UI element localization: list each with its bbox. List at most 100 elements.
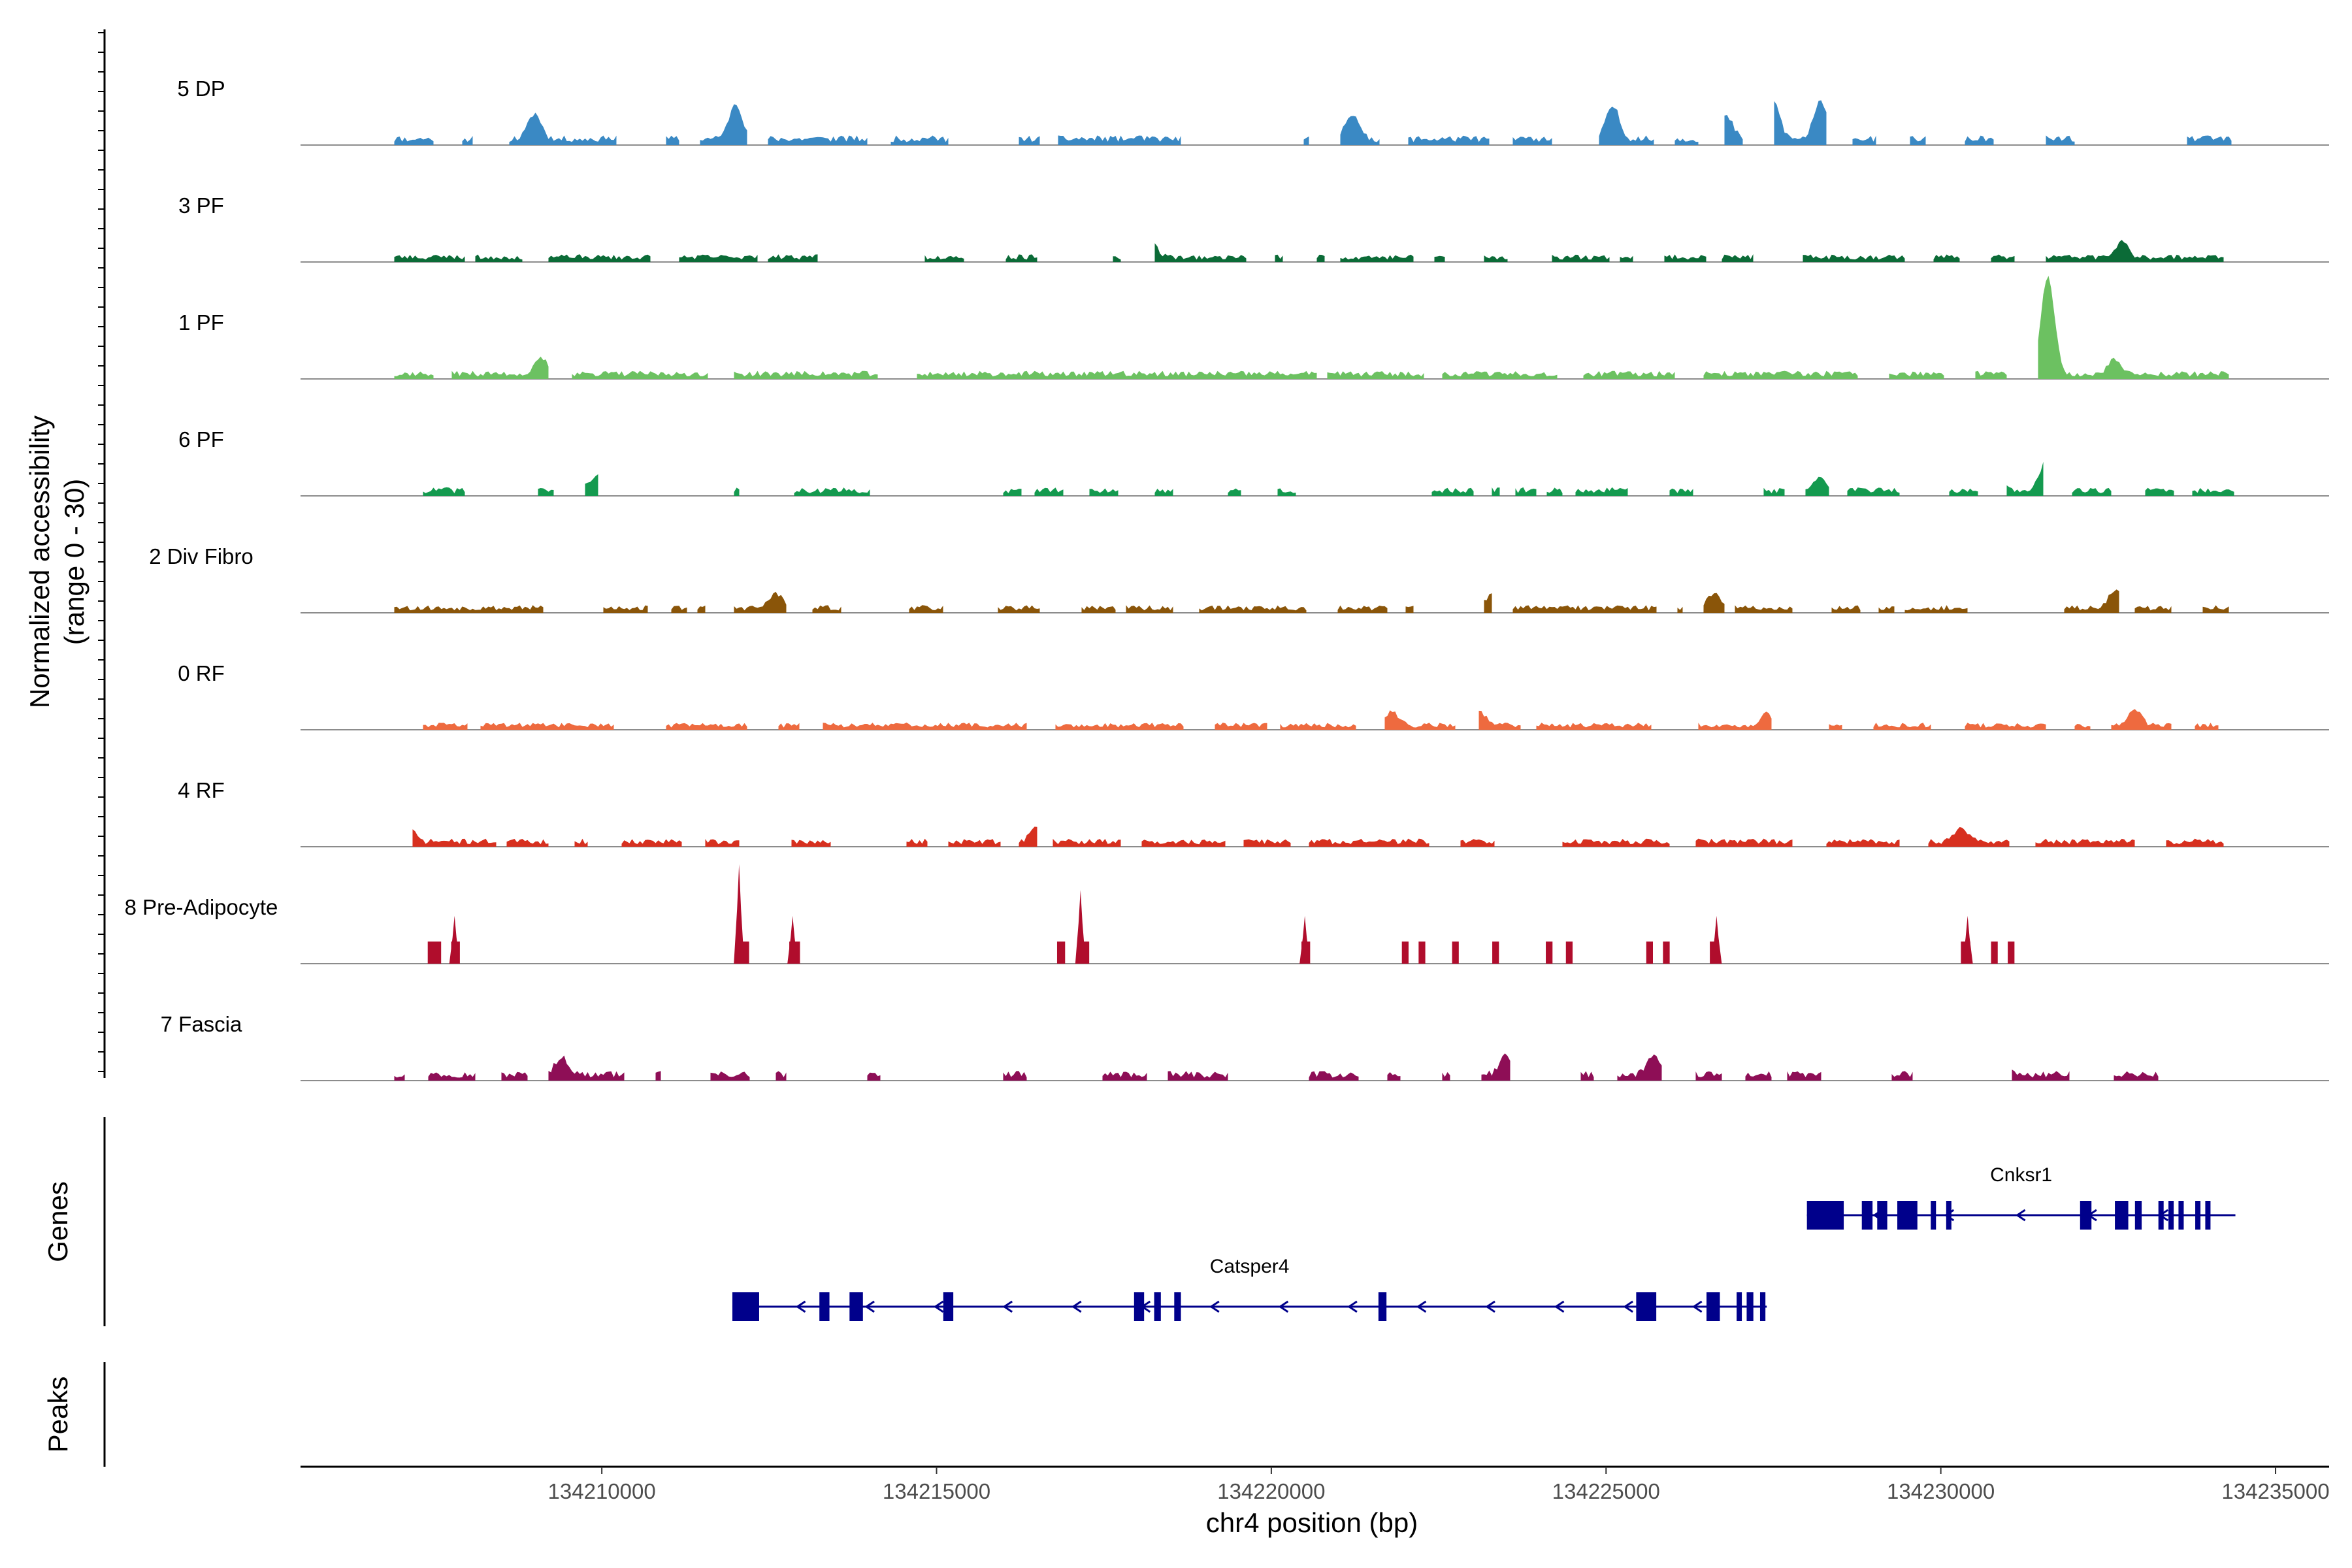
coverage-peak bbox=[787, 915, 798, 964]
genes-panel-label: Genes bbox=[42, 1181, 73, 1262]
x-tick-label: 134220000 bbox=[1217, 1479, 1325, 1503]
strand-arrow bbox=[1278, 1300, 1289, 1313]
strand-arrow bbox=[1002, 1300, 1013, 1313]
gene-exon bbox=[819, 1292, 830, 1321]
x-axis-ticks: 134210000 134215000 134220000 134225000 1342… bbox=[548, 1467, 2330, 1503]
gene-name-label: Catsper4 bbox=[1210, 1256, 1290, 1277]
coverage-block bbox=[1991, 941, 1998, 964]
x-tick-label: 134215000 bbox=[883, 1479, 990, 1503]
coverage-peak bbox=[1299, 915, 1311, 964]
coverage-peak bbox=[1711, 915, 1722, 964]
track-8-pre-adipocyte: 8 Pre-Adipocyte bbox=[125, 864, 2329, 964]
strand-arrow bbox=[1416, 1300, 1427, 1313]
coverage-block bbox=[2008, 941, 2015, 964]
coverage-block bbox=[427, 941, 442, 964]
track-label: 8 Pre-Adipocyte bbox=[125, 895, 278, 919]
track-5-dp: 5 DP bbox=[177, 76, 2329, 146]
gene-exon bbox=[1806, 1201, 1844, 1230]
gene-exon bbox=[1154, 1292, 1161, 1321]
x-tick-label: 134225000 bbox=[1552, 1479, 1660, 1503]
coverage-block bbox=[1418, 941, 1426, 964]
track-label: 0 RF bbox=[178, 661, 225, 685]
track-label: 5 DP bbox=[177, 76, 225, 101]
coverage-peak bbox=[1962, 915, 1973, 964]
track-label: 7 Fascia bbox=[161, 1012, 242, 1036]
gene-exon bbox=[2195, 1201, 2201, 1230]
track-label: 4 RF bbox=[178, 778, 225, 802]
strand-arrow bbox=[1209, 1300, 1220, 1313]
coverage-area bbox=[394, 276, 2229, 379]
gene-exon bbox=[1759, 1292, 1766, 1321]
track-2-div-fibro: 2 Div Fibro bbox=[149, 544, 2329, 613]
coverage-tracks: 5 DP 3 PF 1 PF 6 PF 2 Div Fibro 0 RF 4 RF 8 Pre… bbox=[125, 76, 2329, 1081]
track-6-pf: 6 PF bbox=[178, 427, 2329, 497]
gene-exon bbox=[2080, 1201, 2092, 1230]
y-axis-title-line2: (range 0 - 30) bbox=[59, 479, 90, 645]
coverage-area bbox=[394, 240, 2224, 262]
gene-exon bbox=[1746, 1292, 1754, 1321]
strand-arrow bbox=[1347, 1300, 1358, 1313]
coverage-peak bbox=[449, 915, 460, 964]
gene-exon bbox=[2178, 1201, 2184, 1230]
coverage-block bbox=[1452, 941, 1459, 964]
coverage-area bbox=[412, 826, 2224, 847]
peaks-panel-label: Peaks bbox=[42, 1377, 73, 1453]
gene-exon bbox=[1861, 1201, 1873, 1230]
coverage-block bbox=[1401, 941, 1409, 964]
gene-exon bbox=[732, 1292, 759, 1321]
gene-annotations: Cnksr1 Catsper4 bbox=[732, 1164, 2236, 1321]
coverage-area bbox=[423, 709, 2219, 730]
coverage-block bbox=[1565, 941, 1573, 964]
track-1-pf: 1 PF bbox=[178, 276, 2329, 380]
gene-exon bbox=[1946, 1201, 1952, 1230]
x-tick-label: 134210000 bbox=[548, 1479, 656, 1503]
coverage-block bbox=[1056, 941, 1066, 964]
x-tick-label: 134235000 bbox=[2221, 1479, 2329, 1503]
track-7-fascia: 7 Fascia bbox=[161, 1012, 2329, 1081]
x-axis-title: chr4 position (bp) bbox=[1206, 1507, 1418, 1538]
gene-exon bbox=[2134, 1201, 2142, 1230]
strand-arrow bbox=[933, 1300, 944, 1313]
gene-exon bbox=[2168, 1201, 2174, 1230]
coverage-block bbox=[1492, 941, 1499, 964]
strand-arrow bbox=[864, 1300, 875, 1313]
track-label: 2 Div Fibro bbox=[149, 544, 253, 568]
track-3-pf: 3 PF bbox=[178, 193, 2329, 263]
gene-name-label: Cnksr1 bbox=[1990, 1164, 2052, 1186]
gene-exon bbox=[1931, 1201, 1936, 1230]
coverage-peak bbox=[1075, 890, 1086, 964]
coverage-peak bbox=[734, 864, 745, 964]
gene-exon bbox=[1378, 1292, 1387, 1321]
coverage-area bbox=[394, 1053, 2159, 1081]
track-4-rf: 4 RF bbox=[178, 778, 2329, 847]
track-0-rf: 0 RF bbox=[178, 661, 2329, 730]
strand-arrow bbox=[795, 1300, 806, 1313]
gene-exon bbox=[2158, 1201, 2164, 1230]
coverage-block bbox=[1646, 941, 1653, 964]
coverage-block bbox=[1663, 941, 1670, 964]
strand-arrow bbox=[1691, 1300, 1703, 1313]
gene-exon bbox=[943, 1292, 954, 1321]
gene-exon bbox=[1737, 1292, 1742, 1321]
gene-exon bbox=[2205, 1201, 2211, 1230]
strand-arrow bbox=[2015, 1209, 2026, 1222]
strand-arrow bbox=[1485, 1300, 1495, 1313]
x-tick-label: 134230000 bbox=[1887, 1479, 1995, 1503]
coverage-area bbox=[394, 100, 2232, 145]
gene-exon bbox=[2115, 1201, 2129, 1230]
coverage-area bbox=[423, 461, 2234, 496]
gene-exon bbox=[1636, 1292, 1657, 1321]
track-label: 3 PF bbox=[178, 193, 224, 218]
y-axis-title-line1: Normalized accessibility bbox=[24, 416, 55, 708]
coverage-area bbox=[394, 589, 2229, 613]
strand-arrow bbox=[1623, 1300, 1633, 1313]
strand-arrow bbox=[1071, 1300, 1082, 1313]
strand-arrow bbox=[1554, 1300, 1565, 1313]
gene-catsper4: Catsper4 bbox=[732, 1256, 1767, 1321]
gene-exon bbox=[849, 1292, 863, 1321]
track-label: 1 PF bbox=[178, 310, 224, 335]
gene-exon bbox=[1877, 1201, 1887, 1230]
gene-exon bbox=[1174, 1292, 1181, 1321]
gene-exon bbox=[1134, 1292, 1145, 1321]
coverage-block bbox=[1546, 941, 1553, 964]
